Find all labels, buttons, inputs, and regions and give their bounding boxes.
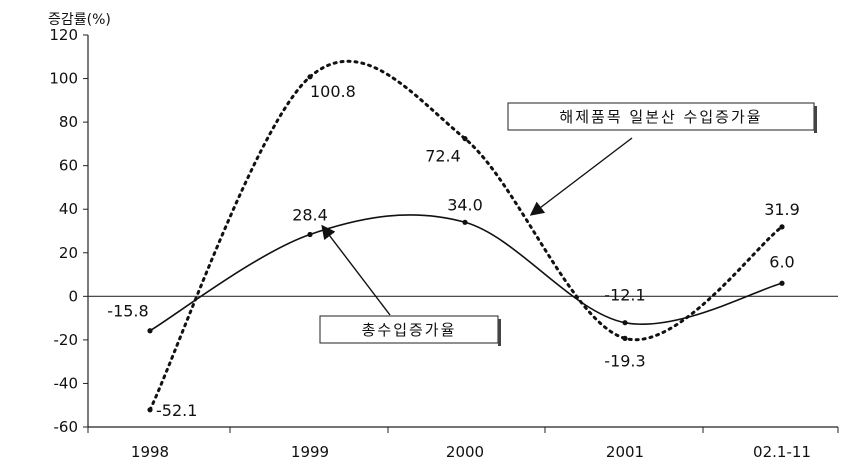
y-unit-label: 증감률(%) <box>48 12 111 28</box>
legend-box-dotted <box>507 102 815 131</box>
arrow-solid <box>321 224 391 316</box>
series-group <box>147 59 785 413</box>
data-labels: -15.8 28.4 34.0 -12.1 6.0 -52.1 100.8 72.4 -19.3… <box>107 82 800 420</box>
data-label: -19.3 <box>604 351 645 370</box>
data-label: 100.8 <box>310 82 356 101</box>
data-point <box>622 320 628 326</box>
data-point <box>779 224 785 230</box>
data-label: 6.0 <box>769 252 794 271</box>
y-tick-label: 120 <box>49 26 78 44</box>
y-tick-label: -60 <box>54 418 79 436</box>
data-label: 31.9 <box>764 200 800 219</box>
x-tick-label: 2001 <box>606 443 644 461</box>
data-point <box>307 231 313 238</box>
data-label: -52.1 <box>156 401 197 420</box>
y-tick-label: 80 <box>59 113 78 131</box>
data-label: 72.4 <box>425 147 461 166</box>
y-tick-label: -20 <box>54 331 79 349</box>
y-tick-label: -40 <box>54 374 79 392</box>
data-point <box>307 74 313 80</box>
data-label: 28.4 <box>292 205 328 224</box>
data-point <box>462 219 468 225</box>
legend-box-solid <box>319 315 499 344</box>
data-point <box>147 328 153 334</box>
y-tick-label: 60 <box>59 157 78 175</box>
data-point <box>779 280 785 286</box>
x-tick-label: 02.1-11 <box>753 443 811 461</box>
data-point <box>622 335 628 341</box>
y-tick-label: 100 <box>49 70 78 88</box>
data-label: -15.8 <box>107 302 148 321</box>
series-line-1 <box>148 59 784 412</box>
legend-box-shadow <box>498 319 501 346</box>
legend-box-shadow <box>814 106 817 133</box>
y-tick-label: 0 <box>68 287 78 305</box>
legend-label-dotted: 해제품목 일본산 수입증가율 <box>559 108 762 126</box>
y-tick-label: 20 <box>59 244 78 262</box>
arrow-dotted <box>529 137 633 216</box>
y-axis: 120 100 80 60 40 20 0 -20 -40 -60 <box>49 26 89 436</box>
x-tick-label: 1998 <box>131 443 169 461</box>
legend-label-solid: 총수입증가율 <box>362 321 457 339</box>
data-point <box>462 136 468 142</box>
x-tick-label: 1999 <box>291 443 329 461</box>
x-axis: 1998 1999 2000 2001 02.1-11 <box>87 295 839 461</box>
series-line-0 <box>149 214 783 332</box>
x-tick-label: 2000 <box>446 443 484 461</box>
data-point <box>147 407 153 413</box>
y-tick-label: 40 <box>59 200 78 218</box>
data-label: -12.1 <box>604 286 645 305</box>
data-label: 34.0 <box>447 195 483 214</box>
